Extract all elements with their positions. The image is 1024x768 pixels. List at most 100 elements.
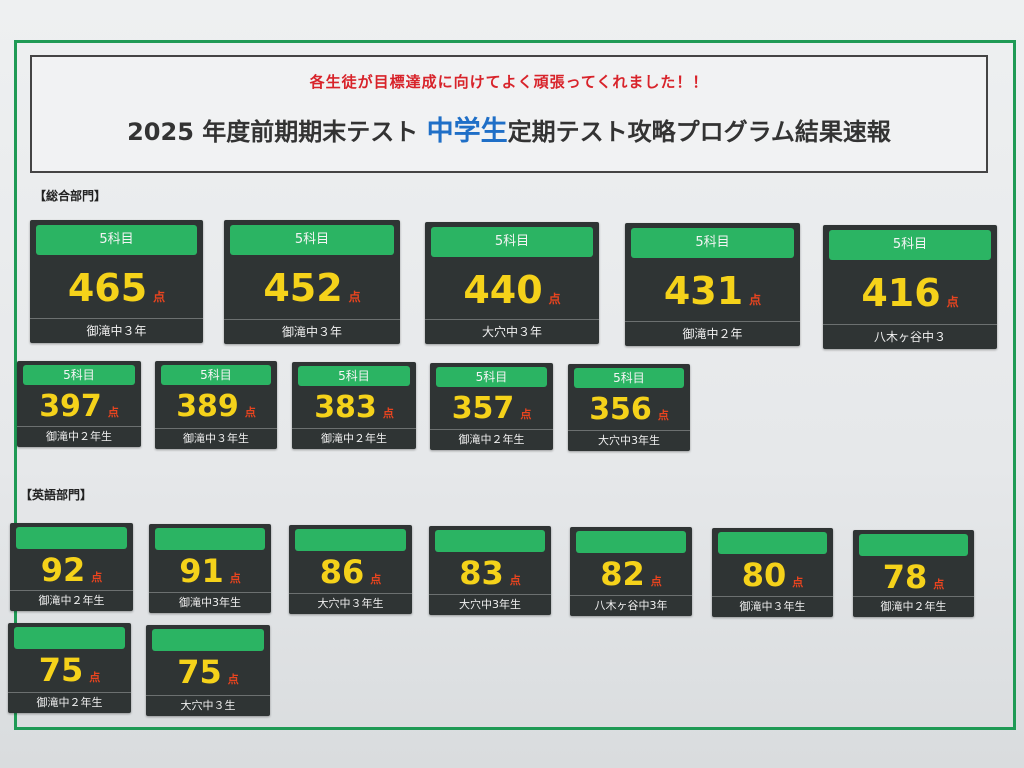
score-card: 5科目 452 点 御滝中３年 [224,220,400,344]
score-unit: 点 [792,576,804,589]
score-row: 75 点 [8,651,131,689]
score-unit: 点 [548,292,561,306]
score-value: 357 [451,391,515,426]
green-bar [14,627,125,649]
score-card: 5科目 397 点 御滝中２年生 [17,361,141,447]
subject-bar: 5科目 [829,230,991,260]
subject-bar: 5科目 [230,225,394,255]
score-value: 78 [882,558,928,596]
score-card: 82 点 八木ヶ谷中3年 [570,527,692,616]
score-card: 5科目 416 点 八木ヶ谷中３ [823,225,997,349]
score-row: 82 点 [570,555,692,593]
school-label: 大穴中３年 [425,319,599,344]
score-card: 5科目 356 点 大穴中3年生 [568,364,690,451]
score-row: 83 点 [429,554,551,592]
score-unit: 点 [91,571,103,584]
score-row: 397 点 [17,389,141,425]
score-row: 452 点 [224,266,400,310]
score-value: 82 [600,555,645,593]
score-unit: 点 [650,575,662,588]
score-row: 91 点 [149,552,271,590]
school-label: 御滝中２年生 [10,590,133,611]
green-bar [576,531,686,553]
score-value: 86 [319,553,365,591]
school-label: 御滝中２年生 [430,429,553,450]
score-unit: 点 [657,409,669,422]
subject-bar: 5科目 [631,228,794,258]
score-value: 356 [589,392,652,427]
score-card: 5科目 383 点 御滝中２年生 [292,362,416,449]
page-title: 2025 年度前期期末テスト 中学生定期テスト攻略プログラム結果速報 [32,109,986,148]
green-bar [859,534,968,556]
score-card: 86 点 大穴中３年生 [289,525,412,614]
school-label: 御滝中３年生 [712,596,833,617]
score-card: 92 点 御滝中２年生 [10,523,133,611]
score-unit: 点 [89,671,101,684]
school-label: 御滝中３年 [224,319,400,344]
score-card: 83 点 大穴中3年生 [429,526,551,615]
score-value: 80 [741,556,787,594]
score-row: 80 点 [712,556,833,594]
score-value: 75 [177,653,222,691]
score-value: 431 [663,269,744,313]
school-label: 御滝中２年生 [853,596,974,617]
score-unit: 点 [933,578,945,591]
score-value: 397 [39,389,102,424]
subject-bar: 5科目 [36,225,197,255]
title-highlight: 中学生 [426,116,508,147]
green-bar [718,532,827,554]
score-unit: 点 [946,295,959,309]
score-row: 357 点 [430,391,553,427]
score-value: 389 [176,389,239,424]
score-card: 5科目 440 点 大穴中３年 [425,222,599,344]
score-unit: 点 [382,407,394,420]
score-value: 465 [67,266,148,310]
subject-bar: 5科目 [574,368,684,388]
score-unit: 点 [227,673,239,686]
subject-bar: 5科目 [298,366,410,386]
school-label: 御滝中２年生 [8,692,131,713]
score-row: 356 点 [568,392,690,428]
score-unit: 点 [244,406,256,419]
school-label: 大穴中３生 [146,695,270,716]
score-card: 5科目 431 点 御滝中２年 [625,223,800,346]
score-unit: 点 [509,574,521,587]
score-row: 86 点 [289,553,412,591]
header-box: 各生徒が目標達成に向けてよく頑張ってくれました！！ 2025 年度前期期末テスト… [30,55,988,173]
subject-bar: 5科目 [23,365,135,385]
school-label: 御滝中２年 [625,321,800,346]
green-bar [295,529,406,551]
score-card: 5科目 389 点 御滝中３年生 [155,361,277,449]
score-unit: 点 [153,290,166,304]
school-label: 大穴中３年生 [289,593,412,614]
tagline: 各生徒が目標達成に向けてよく頑張ってくれました！！ [309,73,709,91]
school-label: 八木ヶ谷中3年 [570,595,692,616]
score-row: 440 点 [425,268,599,312]
score-card: 75 点 大穴中３生 [146,625,270,716]
green-bar [152,629,264,651]
score-row: 78 点 [853,558,974,596]
score-card: 91 点 御滝中3年生 [149,524,271,613]
subject-bar: 5科目 [436,367,547,387]
score-row: 431 点 [625,269,800,313]
score-card: 80 点 御滝中３年生 [712,528,833,617]
green-frame [14,40,1016,730]
school-label: 御滝中２年生 [17,426,141,447]
score-unit: 点 [520,408,532,421]
score-card: 5科目 465 点 御滝中３年 [30,220,203,343]
green-bar [16,527,127,549]
score-card: 78 点 御滝中２年生 [853,530,974,617]
score-row: 92 点 [10,551,133,589]
score-unit: 点 [370,573,382,586]
score-card: 5科目 357 点 御滝中２年生 [430,363,553,450]
school-label: 御滝中3年生 [149,592,271,613]
school-label: 御滝中３年 [30,318,203,343]
score-value: 83 [459,554,504,592]
school-label: 御滝中３年生 [155,428,277,449]
score-value: 440 [463,268,543,312]
score-value: 452 [263,266,343,310]
school-label: 八木ヶ谷中３ [823,324,997,349]
score-value: 383 [314,390,377,425]
score-card: 75 点 御滝中２年生 [8,623,131,713]
section-label-overall: 【総合部門】 [34,189,107,203]
